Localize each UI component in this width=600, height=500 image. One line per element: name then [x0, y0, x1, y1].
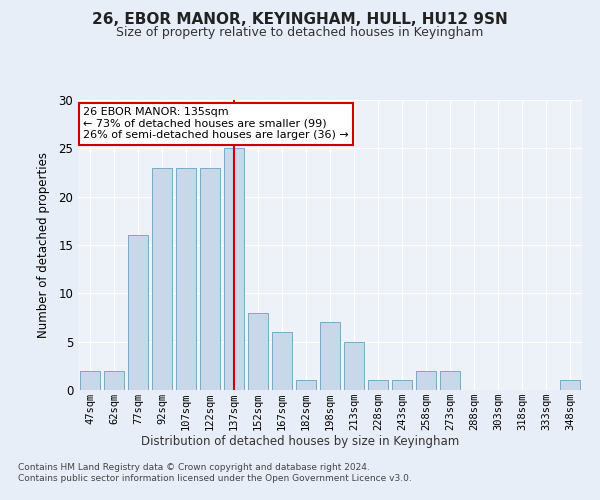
Text: Contains public sector information licensed under the Open Government Licence v3: Contains public sector information licen… [18, 474, 412, 483]
Y-axis label: Number of detached properties: Number of detached properties [37, 152, 50, 338]
Bar [296, 380, 316, 390]
Bar [416, 370, 436, 390]
Bar [440, 370, 460, 390]
Bar [176, 168, 196, 390]
Bar [200, 168, 220, 390]
Bar [368, 380, 388, 390]
Bar [80, 370, 100, 390]
Text: Contains HM Land Registry data © Crown copyright and database right 2024.: Contains HM Land Registry data © Crown c… [18, 462, 370, 471]
Text: 26, EBOR MANOR, KEYINGHAM, HULL, HU12 9SN: 26, EBOR MANOR, KEYINGHAM, HULL, HU12 9S… [92, 12, 508, 28]
Text: Size of property relative to detached houses in Keyingham: Size of property relative to detached ho… [116, 26, 484, 39]
Bar [152, 168, 172, 390]
Bar [560, 380, 580, 390]
Bar [104, 370, 124, 390]
Bar [272, 332, 292, 390]
Bar [248, 312, 268, 390]
Bar [128, 236, 148, 390]
Text: Distribution of detached houses by size in Keyingham: Distribution of detached houses by size … [141, 435, 459, 448]
Bar [320, 322, 340, 390]
Text: 26 EBOR MANOR: 135sqm
← 73% of detached houses are smaller (99)
26% of semi-deta: 26 EBOR MANOR: 135sqm ← 73% of detached … [83, 108, 349, 140]
Bar [224, 148, 244, 390]
Bar [392, 380, 412, 390]
Bar [344, 342, 364, 390]
